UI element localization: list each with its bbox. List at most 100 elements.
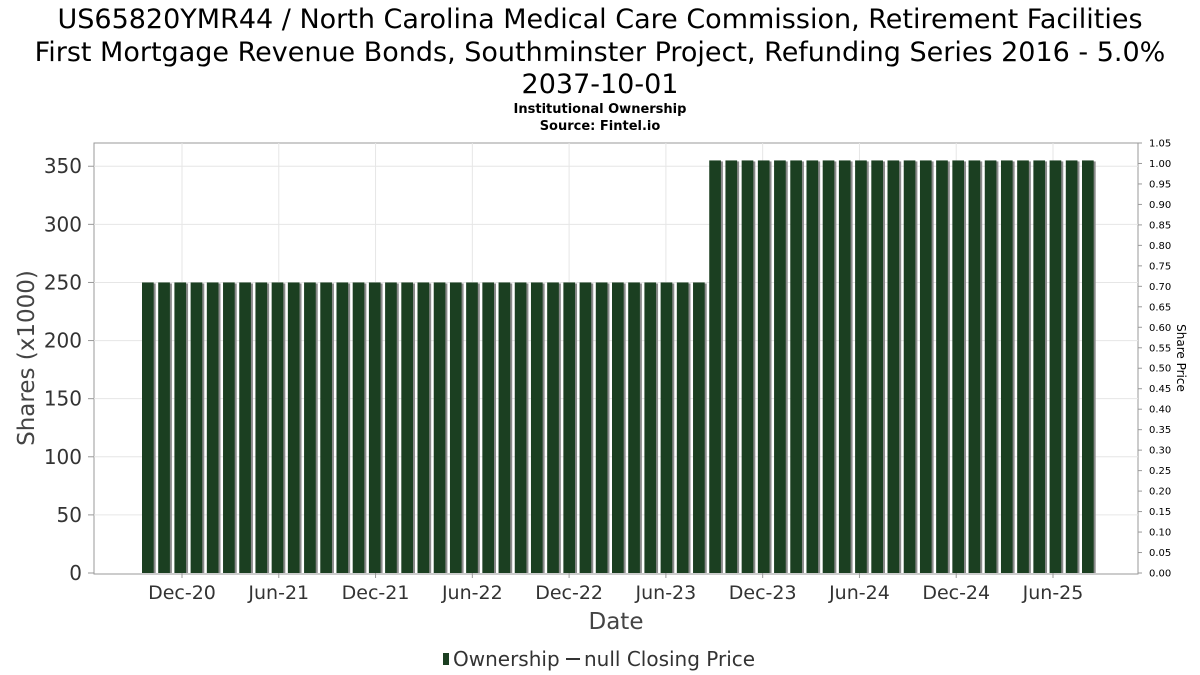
ownership-bar: [352, 282, 365, 573]
bars: [142, 160, 1096, 573]
y2-tick-label: 0.40: [1149, 405, 1171, 416]
legend-ownership-label: Ownership: [453, 647, 560, 671]
ownership-bar: [514, 282, 527, 573]
ownership-bar: [271, 282, 284, 573]
ownership-bar: [304, 282, 316, 573]
ownership-bar: [936, 160, 948, 573]
legend-closing-price-label: null Closing Price: [584, 647, 755, 671]
x-tick-label: Jun-25: [1022, 582, 1084, 604]
y2-axis: 0.00 0.05 0.10 0.15 0.20 0.25 0.30 0.35 0.40 0.45…: [1138, 139, 1171, 580]
ownership-bar: [919, 160, 932, 573]
ownership-bar: [838, 160, 851, 573]
y2-tick-label: 0.80: [1149, 241, 1171, 252]
ownership-bar: [142, 282, 154, 573]
y-tick-label: 50: [57, 503, 82, 527]
y-tick-label: 300: [44, 212, 82, 236]
ownership-bar: [725, 160, 738, 573]
ownership-bar: [579, 282, 592, 573]
ownership-bar: [401, 282, 413, 573]
chart-title-line: First Mortgage Revenue Bonds, Southminst…: [35, 37, 1166, 68]
chart-subtitle-line: Source: Fintel.io: [540, 119, 661, 134]
x-axis-label: Date: [589, 609, 644, 635]
y2-tick-label: 0.25: [1149, 466, 1171, 477]
ownership-bar: [628, 282, 640, 573]
y2-tick-label: 0.35: [1149, 425, 1171, 436]
ownership-bar: [174, 282, 187, 573]
y2-tick-label: 0.60: [1149, 323, 1171, 334]
ownership-bar: [563, 282, 576, 573]
y2-tick-label: 0.65: [1149, 302, 1171, 313]
y-tick-label: 200: [44, 329, 82, 353]
ownership-bar: [466, 282, 478, 573]
ownership-bar: [530, 282, 543, 573]
y-tick-label: 150: [44, 387, 82, 411]
y-tick-label: 350: [44, 154, 82, 178]
ownership-bar: [887, 160, 900, 573]
ownership-bar: [693, 282, 705, 573]
y2-tick-label: 0.90: [1149, 200, 1171, 211]
legend-ownership-swatch: [443, 653, 449, 665]
ownership-bar: [984, 160, 997, 573]
y2-tick-label: 0.00: [1149, 569, 1171, 580]
ownership-bar: [709, 160, 721, 573]
ownership-bar: [822, 160, 835, 573]
y2-tick-label: 0.50: [1149, 364, 1171, 375]
x-tick-label: Jun-24: [828, 582, 890, 604]
x-tick-label: Dec-21: [342, 582, 410, 604]
ownership-bar: [774, 160, 786, 573]
y-axis-label: Shares (x1000): [14, 270, 40, 446]
chart-title: US65820YMR44 / North Carolina Medical Ca…: [35, 4, 1166, 100]
y2-tick-label: 0.55: [1149, 343, 1171, 354]
x-tick-label: Dec-24: [922, 582, 990, 604]
chart-subtitle-line: Institutional Ownership: [514, 102, 687, 117]
ownership-bar: [320, 282, 332, 573]
ownership-bar: [806, 160, 819, 573]
ownership-bar: [368, 282, 381, 573]
y2-tick-label: 0.10: [1149, 528, 1171, 539]
ownership-bar: [757, 160, 770, 573]
ownership-bar: [223, 282, 235, 573]
ownership-bar: [903, 160, 916, 573]
chart-subtitle: Institutional Ownership Source: Fintel.io: [514, 102, 687, 134]
y2-axis-label: Share Price: [1174, 324, 1188, 392]
y2-tick-label: 0.85: [1149, 220, 1171, 231]
ownership-bar: [741, 160, 754, 573]
ownership-bar: [1082, 160, 1094, 573]
ownership-bar: [417, 282, 430, 573]
ownership-bar: [952, 160, 965, 573]
y2-tick-label: 0.45: [1149, 384, 1171, 395]
x-axis: Dec-20 Jun-21 Dec-21 Jun-22 Dec-22 Jun-23 Dec-…: [148, 573, 1083, 604]
ownership-bar: [449, 282, 462, 573]
x-tick-label: Dec-20: [148, 582, 216, 604]
y2-tick-label: 0.20: [1149, 487, 1171, 498]
ownership-bar: [644, 282, 657, 573]
x-tick-label: Jun-23: [635, 582, 697, 604]
ownership-bar: [239, 282, 251, 573]
ownership-bar: [1000, 160, 1013, 573]
y2-tick-label: 1.05: [1149, 139, 1171, 150]
y2-tick-label: 0.95: [1149, 179, 1171, 190]
ownership-bar: [433, 282, 446, 573]
y2-tick-label: 0.05: [1149, 548, 1171, 559]
ownership-bar: [547, 282, 559, 573]
ownership-bar: [790, 160, 802, 573]
ownership-bar: [855, 160, 867, 573]
y-tick-label: 100: [44, 445, 82, 469]
ownership-bar: [595, 282, 608, 573]
ownership-bar: [385, 282, 397, 573]
x-tick-label: Dec-23: [729, 582, 797, 604]
ownership-bar: [1033, 160, 1046, 573]
ownership-bar: [871, 160, 883, 573]
ownership-bar: [482, 282, 495, 573]
ownership-bar: [1049, 160, 1062, 573]
ownership-bar: [612, 282, 624, 573]
ownership-bar: [676, 282, 689, 573]
y2-tick-label: 0.75: [1149, 261, 1171, 272]
x-tick-label: Jun-22: [441, 582, 503, 604]
y2-tick-label: 1.00: [1149, 159, 1171, 170]
y2-tick-label: 0.70: [1149, 282, 1171, 293]
x-tick-label: Jun-21: [247, 582, 309, 604]
ownership-bar: [255, 282, 268, 573]
y-tick-label: 0: [69, 561, 82, 585]
